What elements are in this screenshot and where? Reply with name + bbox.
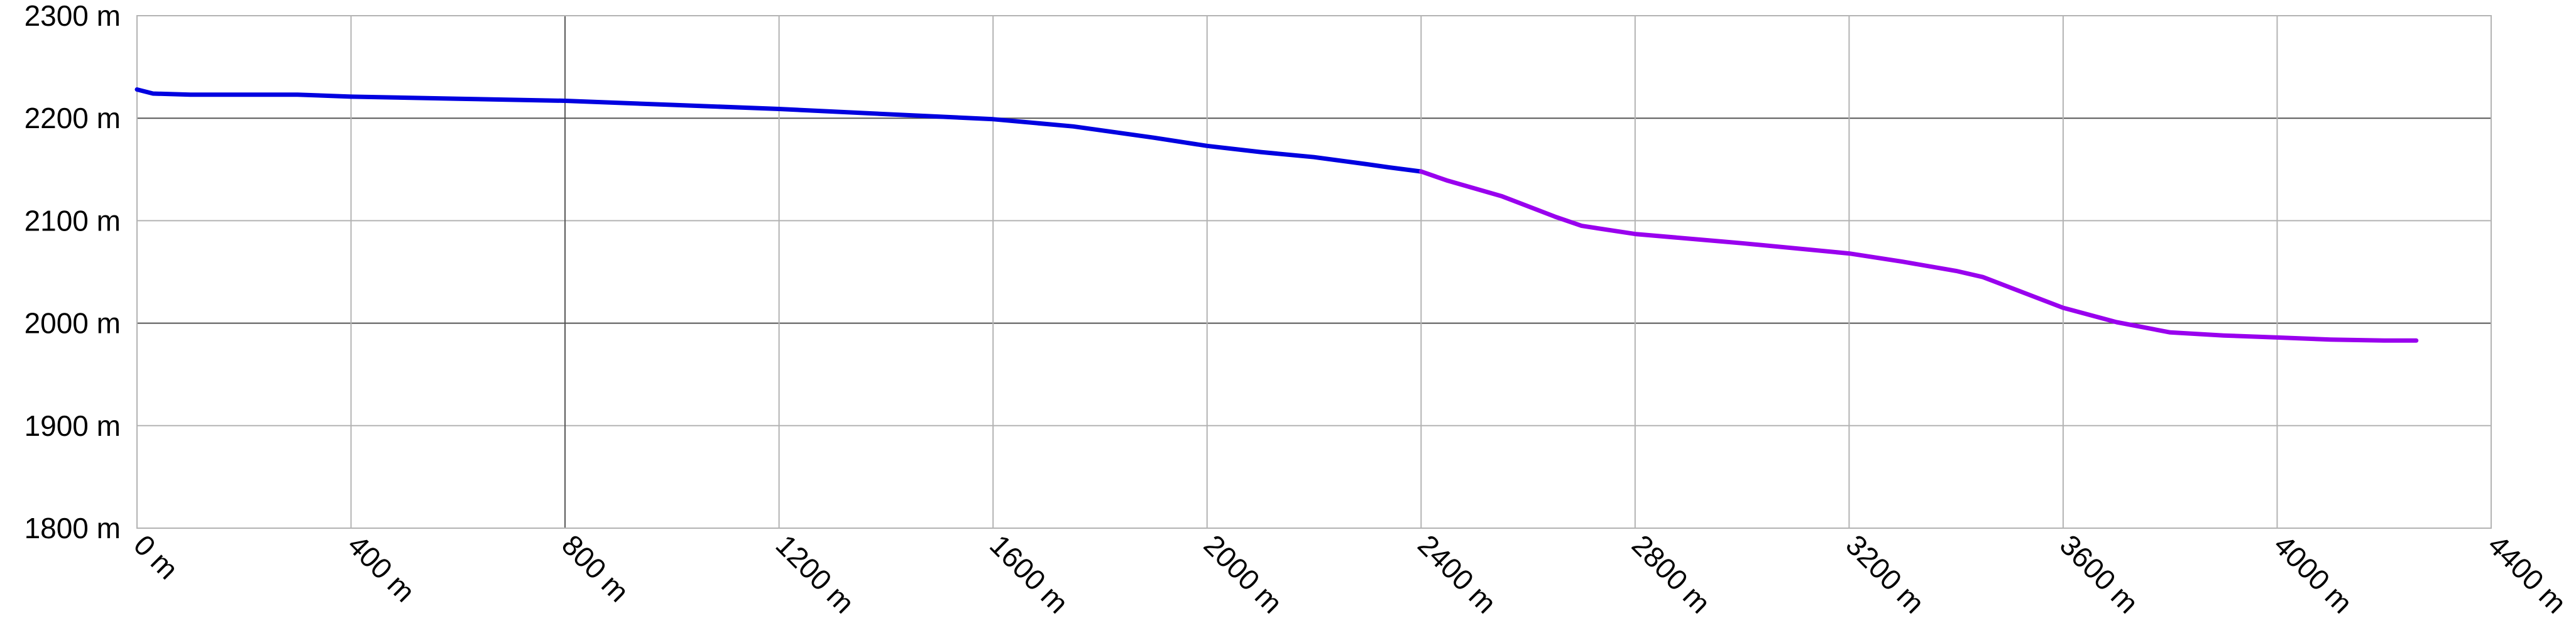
series-line-1 (134, 87, 1423, 174)
grid-lines (136, 15, 2492, 529)
y-tick-label: 2300 m (25, 0, 121, 32)
y-tick-label: 2100 m (25, 204, 121, 237)
y-tick-label: 2000 m (25, 307, 121, 340)
series-line-2 (1418, 169, 2419, 343)
y-tick-label: 1800 m (25, 512, 121, 544)
plot-frame (136, 15, 2492, 529)
series-lines (134, 87, 2419, 343)
y-tick-label: 2200 m (25, 102, 121, 134)
y-tick-label: 1900 m (25, 409, 121, 442)
